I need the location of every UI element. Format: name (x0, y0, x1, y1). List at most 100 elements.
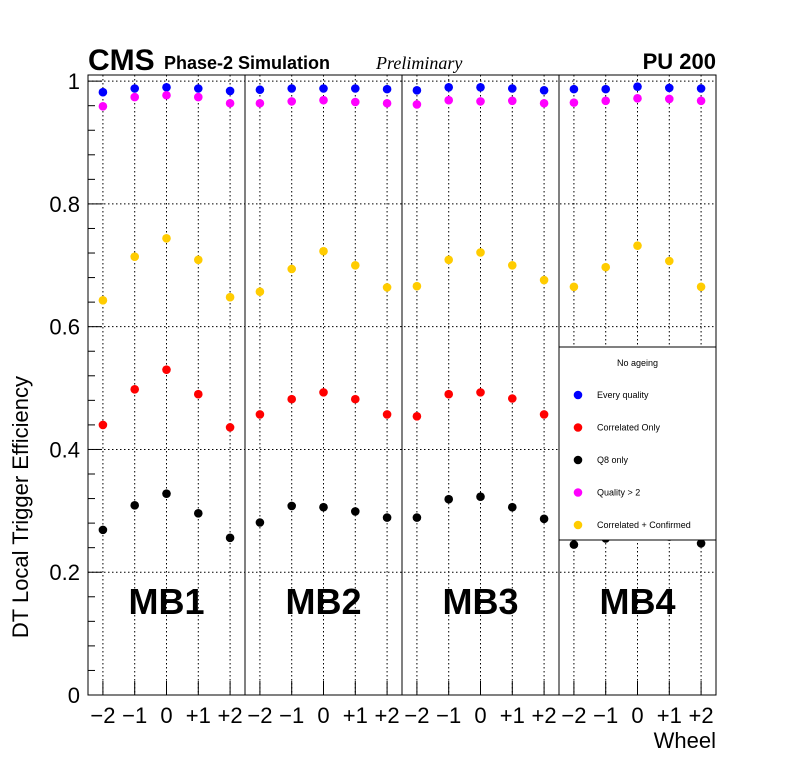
x-tick-label: +2 (375, 703, 400, 728)
data-point-every-quality (350, 84, 360, 93)
data-point-q8-only (193, 508, 203, 518)
legend-entry: Every quality (597, 390, 649, 400)
legend-marker (573, 390, 583, 400)
data-point-correlated-confirmed (350, 260, 360, 270)
legend: No ageing Every quality Correlated Only Q8 … (558, 346, 717, 541)
x-tick-label: −2 (90, 703, 115, 728)
x-tick-label: −1 (279, 703, 304, 728)
phase2-label: Phase-2 Simulation (164, 53, 330, 73)
data-point-quality-2 (444, 95, 454, 105)
data-point-quality-2 (569, 98, 579, 107)
data-point-quality-2 (412, 100, 422, 109)
data-point-every-quality (569, 84, 579, 94)
data-point-every-quality (412, 86, 422, 95)
data-point-correlated-confirmed (664, 256, 674, 266)
data-point-correlated-confirmed (162, 233, 171, 243)
y-tick-label: 0.2 (49, 560, 80, 585)
data-point-quality-2 (287, 97, 297, 106)
data-point-q8-only (255, 518, 265, 527)
data-point-q8-only (162, 489, 171, 498)
axis-ticks (88, 80, 702, 696)
data-point-correlated-only (507, 394, 517, 403)
legend-entry: Quality > 2 (597, 488, 640, 498)
data-point-every-quality (633, 82, 642, 91)
data-point-correlated-confirmed (319, 246, 328, 256)
legend-entry: Correlated + Confirmed (597, 520, 691, 530)
data-point-q8-only (382, 513, 392, 522)
x-tick-label: −2 (561, 703, 586, 728)
data-point-correlated-confirmed (539, 275, 549, 285)
tick-labels: 00.20.40.60.81−2 −1 0 +1 +2 −2 −1 0 +1 +2 −2 −1 0 +1 +… (49, 69, 713, 728)
legend-entry: Correlated Only (597, 423, 661, 433)
x-tick-label: −2 (247, 703, 272, 728)
data-point-every-quality (255, 85, 265, 95)
data-point-quality-2 (601, 96, 611, 106)
data-point-correlated-only (287, 394, 297, 404)
data-point-q8-only (130, 501, 140, 510)
x-tick-label: 0 (160, 703, 172, 728)
data-point-q8-only (476, 492, 485, 502)
cms-label: CMS (88, 44, 155, 77)
data-point-every-quality (162, 82, 171, 92)
data-point-quality-2 (130, 92, 140, 102)
data-point-correlated-only (476, 388, 485, 397)
data-point-correlated-confirmed (696, 282, 706, 292)
data-point-correlated-confirmed (444, 255, 454, 265)
data-point-correlated-only (319, 388, 328, 397)
data-point-quality-2 (507, 96, 517, 106)
data-point-correlated-confirmed (412, 281, 422, 291)
legend-title: No ageing (617, 358, 658, 368)
x-tick-label: −2 (404, 703, 429, 728)
station-label: MB4 (599, 581, 675, 622)
data-point-every-quality (382, 84, 392, 94)
data-point-quality-2 (255, 98, 265, 108)
data-point-quality-2 (633, 94, 642, 103)
data-point-q8-only (507, 502, 517, 512)
data-point-every-quality (319, 84, 328, 93)
data-point-quality-2 (225, 98, 235, 108)
data-point-quality-2 (162, 90, 171, 100)
data-point-quality-2 (382, 98, 392, 108)
data-points (98, 82, 706, 549)
x-tick-label: −1 (122, 703, 147, 728)
y-tick-label: 0.8 (49, 192, 80, 217)
legend-marker (573, 423, 583, 432)
data-point-correlated-confirmed (130, 252, 140, 262)
y-tick-label: 0 (68, 683, 80, 708)
data-point-quality-2 (696, 96, 706, 106)
data-point-correlated-only (162, 365, 171, 374)
data-point-q8-only (98, 525, 108, 535)
data-point-every-quality (193, 84, 203, 93)
x-tick-label: +2 (689, 703, 714, 728)
data-point-correlated-only (412, 412, 422, 421)
data-point-correlated-confirmed (601, 262, 611, 272)
x-tick-label: +1 (657, 703, 682, 728)
data-point-correlated-confirmed (476, 248, 485, 257)
data-point-correlated-only (225, 423, 235, 432)
data-point-correlated-only (98, 420, 108, 430)
x-tick-label: +2 (218, 703, 243, 728)
data-point-quality-2 (319, 95, 328, 105)
data-point-correlated-only (382, 410, 392, 419)
y-tick-label: 0.6 (49, 315, 80, 340)
y-tick-label: 1 (68, 69, 80, 94)
data-point-quality-2 (664, 94, 674, 104)
x-tick-label: +1 (186, 703, 211, 728)
x-tick-label: 0 (317, 703, 329, 728)
data-point-correlated-only (255, 410, 265, 419)
data-point-q8-only (569, 540, 579, 549)
x-tick-label: +2 (532, 703, 557, 728)
x-tick-label: 0 (474, 703, 486, 728)
data-point-correlated-only (193, 389, 203, 399)
preliminary-label: Preliminary (375, 53, 462, 73)
legend-entry: Q8 only (597, 455, 629, 465)
data-point-quality-2 (476, 97, 485, 106)
data-point-q8-only (412, 513, 422, 522)
data-point-correlated-confirmed (569, 282, 579, 292)
data-point-quality-2 (193, 92, 203, 102)
data-point-correlated-only (539, 410, 549, 419)
data-point-q8-only (539, 514, 549, 524)
data-point-quality-2 (98, 102, 108, 111)
data-point-correlated-confirmed (633, 241, 642, 250)
